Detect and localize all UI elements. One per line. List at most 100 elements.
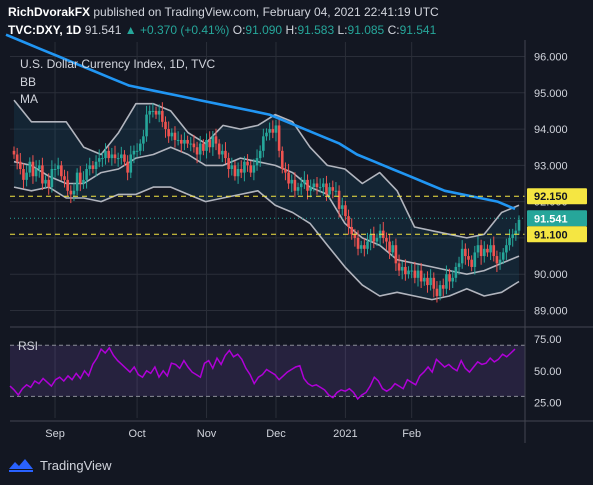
candle (63, 176, 66, 180)
candle (479, 245, 483, 257)
candle (385, 237, 388, 242)
candle (15, 154, 19, 162)
candle (34, 168, 38, 177)
author-name[interactable]: RichDvorakFX (8, 5, 91, 19)
candle (91, 165, 95, 169)
candle (467, 256, 470, 260)
candle (236, 168, 240, 177)
y-tick-label: 93.000 (534, 160, 568, 172)
candle (230, 165, 234, 169)
candle (227, 158, 230, 169)
candle (340, 205, 344, 209)
candle (280, 150, 284, 169)
candle (183, 139, 186, 144)
published-text: published on TradingView.com, February 0… (93, 5, 439, 19)
candle (60, 165, 63, 177)
candle (25, 172, 28, 180)
candle (388, 241, 391, 253)
candle (271, 129, 275, 133)
candle (334, 190, 338, 192)
candle (410, 270, 413, 272)
low-label: L: (337, 23, 348, 37)
candle (22, 168, 25, 180)
candle (489, 245, 492, 253)
y-tick-label: 96.000 (534, 52, 568, 64)
candle (505, 245, 508, 253)
candle (104, 150, 107, 159)
candle (337, 190, 341, 209)
candle (37, 165, 41, 169)
candle (189, 143, 193, 145)
candle (315, 183, 319, 188)
close-value: 91.541 (399, 23, 437, 37)
candle (366, 241, 369, 249)
legend-bb[interactable]: BB (20, 75, 36, 89)
candle (299, 183, 303, 188)
level-label: 92.150 (534, 191, 568, 203)
rsi-tick-label: 75.00 (534, 334, 562, 346)
last-price-label: 91.541 (534, 213, 568, 225)
candle (94, 161, 98, 169)
candle (252, 165, 256, 173)
candle (476, 245, 480, 253)
publish-header: RichDvorakFX published on TradingView.co… (8, 3, 588, 39)
candle (195, 147, 199, 155)
candle (464, 248, 467, 257)
candle (350, 227, 354, 235)
candle (400, 266, 404, 271)
level-label-bg (527, 226, 587, 243)
candle (394, 245, 398, 264)
candle (470, 259, 473, 267)
candle (66, 179, 69, 191)
candle (202, 143, 205, 151)
candle (460, 248, 464, 264)
rsi-pane[interactable] (9, 344, 525, 401)
brand-name: TradingView (40, 457, 112, 473)
candle (407, 270, 410, 275)
rsi-tick-label: 25.00 (534, 398, 562, 410)
candle (255, 158, 259, 166)
candle (312, 183, 316, 188)
tradingview-logo-icon (9, 459, 33, 472)
candle (262, 136, 265, 151)
y-tick-label: 89.000 (534, 305, 568, 317)
candle (157, 110, 161, 115)
candle (328, 187, 331, 195)
candle (356, 237, 360, 249)
candle (517, 219, 521, 231)
candle (508, 237, 511, 246)
candle (142, 136, 145, 144)
axes: 96.00095.00094.00093.00092.00091.00090.0… (10, 40, 593, 443)
candle (482, 248, 486, 257)
candle (397, 263, 401, 271)
candle (50, 168, 54, 188)
candle (451, 277, 455, 282)
candle (101, 158, 104, 160)
up-arrow-icon: ▲ (124, 23, 137, 37)
candle (113, 154, 117, 159)
candle (116, 158, 120, 160)
candle (170, 132, 174, 137)
candle (268, 129, 271, 133)
y-tick-label: 95.000 (534, 88, 568, 100)
price-pane[interactable] (5, 33, 525, 303)
candle (97, 158, 101, 162)
candle (47, 179, 51, 188)
candle (69, 190, 73, 195)
last-price-label-bg (527, 210, 587, 227)
candle (426, 277, 429, 286)
candle (82, 179, 85, 184)
candle (233, 165, 237, 177)
candle (85, 168, 88, 180)
candle (148, 110, 152, 115)
candle (258, 150, 262, 159)
x-tick-label: 2021 (333, 428, 357, 440)
legend-ma[interactable]: MA (20, 92, 38, 106)
bb-middle-line (13, 146, 520, 275)
x-tick-label: Sep (45, 428, 65, 440)
candle (243, 161, 246, 173)
close-label: C: (387, 23, 400, 37)
candle (214, 136, 218, 144)
candle (53, 168, 57, 170)
